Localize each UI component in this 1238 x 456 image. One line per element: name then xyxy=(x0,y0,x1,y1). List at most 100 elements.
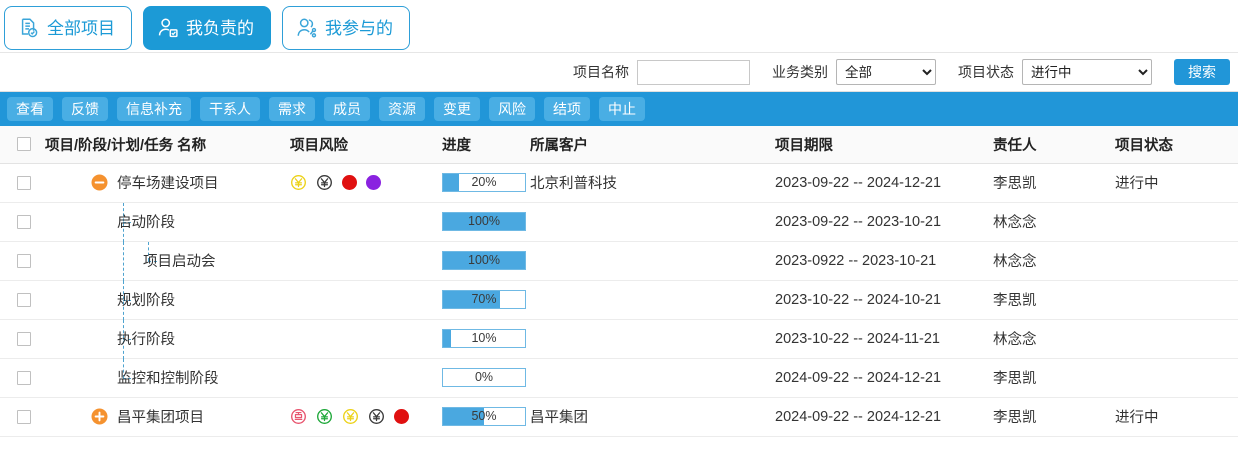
row-name-label: 停车场建设项目 xyxy=(117,176,219,192)
risk-yen-green-icon[interactable] xyxy=(316,408,333,425)
row-name-cell: 启动阶段 xyxy=(45,202,290,242)
row-customer xyxy=(530,319,775,359)
toolbar-button-member[interactable]: 成员 xyxy=(324,97,370,121)
table-row[interactable]: 昌平集团项目 50% 昌平集团 2024-09-22 -- 2024-12-21 李思凯… xyxy=(0,397,1238,437)
row-owner: 林念念 xyxy=(993,202,1115,242)
row-select-cell xyxy=(0,202,45,242)
business-category-select[interactable]: 全部 xyxy=(836,59,936,85)
row-name-cell: 停车场建设项目 xyxy=(45,163,290,203)
risk-yen-yellow-icon[interactable] xyxy=(290,174,307,191)
header-customer: 所属客户 xyxy=(530,126,775,164)
toolbar-button-requirement[interactable]: 需求 xyxy=(269,97,315,121)
risk-dot-red-icon[interactable] xyxy=(342,175,357,190)
row-status xyxy=(1115,202,1238,242)
toolbar-button-change[interactable]: 变更 xyxy=(434,97,480,121)
row-status: 进行中 xyxy=(1115,163,1238,203)
row-risk-cell xyxy=(290,202,442,242)
toolbar-button-risk[interactable]: 风险 xyxy=(489,97,535,121)
project-name-label: 项目名称 xyxy=(573,64,629,80)
row-status: 进行中 xyxy=(1115,397,1238,437)
row-name-label: 执行阶段 xyxy=(117,332,175,348)
row-customer: 昌平集团 xyxy=(530,397,775,437)
header-risk: 项目风险 xyxy=(290,126,442,164)
row-checkbox[interactable] xyxy=(17,331,31,346)
header-progress: 进度 xyxy=(442,126,530,164)
row-select-cell xyxy=(0,280,45,320)
row-checkbox[interactable] xyxy=(17,175,31,190)
search-button[interactable]: 搜索 xyxy=(1174,59,1230,85)
row-period: 2023-10-22 -- 2024-10-21 xyxy=(775,280,993,320)
table-row[interactable]: 规划阶段 70% 2023-10-22 -- 2024-10-21 李思凯 xyxy=(0,280,1238,320)
tab-my-participated[interactable]: 我参与的 xyxy=(282,6,410,50)
user-group-icon xyxy=(296,17,318,39)
row-progress-cell: 0% xyxy=(442,358,530,398)
row-progress-cell: 70% xyxy=(442,280,530,320)
risk-yen-yellow-icon[interactable] xyxy=(342,408,359,425)
progress-label: 50% xyxy=(471,409,497,424)
row-risk-cell xyxy=(290,163,442,203)
header-name: 项目/阶段/计划/任务 名称 xyxy=(45,126,290,164)
row-name-cell: 执行阶段 xyxy=(45,319,290,359)
risk-seal-red-icon[interactable] xyxy=(290,408,307,425)
row-checkbox[interactable] xyxy=(17,370,31,385)
progress-label: 20% xyxy=(471,175,497,190)
tab-all-projects[interactable]: 全部项目 xyxy=(4,6,132,50)
row-progress-cell: 100% xyxy=(442,241,530,281)
project-name-input[interactable] xyxy=(637,59,750,85)
row-risk-cell xyxy=(290,319,442,359)
row-period: 2024-09-22 -- 2024-12-21 xyxy=(775,397,993,437)
row-name-label: 规划阶段 xyxy=(117,293,175,309)
row-checkbox[interactable] xyxy=(17,214,31,229)
tab-my-participated-label: 我参与的 xyxy=(325,18,393,38)
toolbar-button-resource[interactable]: 资源 xyxy=(379,97,425,121)
doc-check-icon xyxy=(18,17,40,39)
row-select-cell xyxy=(0,358,45,398)
row-owner: 林念念 xyxy=(993,241,1115,281)
progress-bar: 100% xyxy=(442,251,526,270)
toolbar-button-view[interactable]: 查看 xyxy=(7,97,53,121)
project-status-select[interactable]: 进行中 xyxy=(1022,59,1152,85)
action-toolbar: 查看 反馈 信息补充 干系人 需求 成员 资源 变更 风险 结项 中止 xyxy=(0,92,1238,126)
row-checkbox[interactable] xyxy=(17,292,31,307)
row-name-cell: 规划阶段 xyxy=(45,280,290,320)
risk-dot-purple-icon[interactable] xyxy=(366,175,381,190)
toolbar-button-feedback[interactable]: 反馈 xyxy=(62,97,108,121)
toolbar-button-abort[interactable]: 中止 xyxy=(599,97,645,121)
progress-label: 70% xyxy=(471,292,497,307)
risk-yen-dark-icon[interactable] xyxy=(316,174,333,191)
table-row[interactable]: 项目启动会 100% 2023-0922 -- 2023-10-21 林念念 xyxy=(0,241,1238,281)
search-bar: 项目名称 业务类别 全部 项目状态 进行中 搜索 xyxy=(0,52,1238,92)
row-owner: 李思凯 xyxy=(993,280,1115,320)
row-select-cell xyxy=(0,319,45,359)
progress-label: 0% xyxy=(474,370,494,385)
tab-my-responsible-label: 我负责的 xyxy=(186,18,254,38)
toolbar-button-info-supplement[interactable]: 信息补充 xyxy=(117,97,191,121)
select-all-checkbox[interactable] xyxy=(17,137,31,152)
collapse-icon[interactable] xyxy=(91,174,108,191)
user-check-icon xyxy=(157,17,179,39)
table-row[interactable]: 监控和控制阶段 0% 2024-09-22 -- 2024-12-21 李思凯 xyxy=(0,358,1238,398)
row-period: 2023-09-22 -- 2024-12-21 xyxy=(775,163,993,203)
toolbar-button-closure[interactable]: 结项 xyxy=(544,97,590,121)
row-period: 2023-09-22 -- 2023-10-21 xyxy=(775,202,993,242)
tab-all-projects-label: 全部项目 xyxy=(47,18,115,38)
tab-my-responsible[interactable]: 我负责的 xyxy=(143,6,271,50)
row-owner: 林念念 xyxy=(993,319,1115,359)
toolbar-button-stakeholder[interactable]: 干系人 xyxy=(200,97,260,121)
row-checkbox[interactable] xyxy=(17,409,31,424)
expand-icon[interactable] xyxy=(91,408,108,425)
progress-bar: 10% xyxy=(442,329,526,348)
row-status xyxy=(1115,280,1238,320)
progress-bar: 70% xyxy=(442,290,526,309)
table-row[interactable]: 执行阶段 10% 2023-10-22 -- 2024-11-21 林念念 xyxy=(0,319,1238,359)
risk-dot-red-icon[interactable] xyxy=(394,409,409,424)
row-risk-cell xyxy=(290,241,442,281)
row-checkbox[interactable] xyxy=(17,253,31,268)
view-tabs: 全部项目 我负责的 我参与的 xyxy=(0,0,1238,52)
row-customer xyxy=(530,241,775,281)
row-customer xyxy=(530,202,775,242)
risk-yen-dark-icon[interactable] xyxy=(368,408,385,425)
table-row[interactable]: 停车场建设项目 20% 北京利普科技 2023-09-22 -- 2024-12-21… xyxy=(0,163,1238,203)
table-row[interactable]: 启动阶段 100% 2023-09-22 -- 2023-10-21 林念念 xyxy=(0,202,1238,242)
row-owner: 李思凯 xyxy=(993,163,1115,203)
